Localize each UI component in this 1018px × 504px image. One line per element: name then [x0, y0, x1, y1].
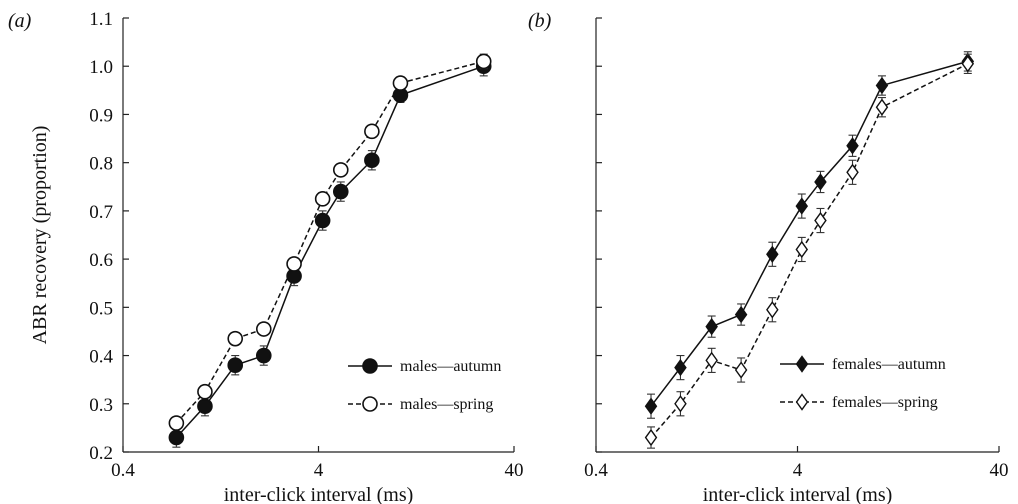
legend-label: females—autumn	[832, 356, 946, 373]
data-point	[227, 357, 244, 374]
x-tick-label: 4	[314, 460, 324, 481]
data-point	[644, 397, 658, 415]
legend-marker	[795, 393, 809, 411]
data-point	[286, 256, 302, 272]
y-tick-label: 0.6	[89, 250, 113, 271]
panel-label: (a)	[8, 10, 32, 32]
y-tick-label: 1.1	[89, 9, 113, 30]
y-tick-label: 0.7	[89, 202, 113, 223]
data-point	[875, 76, 889, 95]
legend-label: males—spring	[400, 396, 493, 413]
data-point	[314, 191, 331, 207]
y-tick-label: 1.0	[89, 57, 113, 78]
x-tick-label: 0.4	[584, 460, 608, 481]
data-point	[814, 173, 827, 191]
series-spring	[644, 53, 975, 449]
data-point	[875, 98, 889, 116]
data-point	[734, 305, 748, 324]
data-point	[644, 428, 658, 447]
data-point	[766, 245, 779, 263]
series-line	[650, 63, 969, 439]
x-axis-title: inter-click interval (ms)	[224, 484, 414, 504]
data-point	[364, 123, 380, 140]
data-point	[961, 55, 975, 73]
chart-panel-b: 0.4 4 40 inter-click interval (ms) (b) female…	[528, 10, 1009, 504]
series-spring	[168, 53, 492, 431]
data-point	[814, 211, 827, 230]
data-point	[255, 321, 272, 337]
panel-label: (b)	[528, 10, 552, 32]
data-point	[392, 75, 409, 91]
legend-marker	[795, 355, 809, 373]
data-point	[705, 317, 718, 336]
data-point	[846, 137, 859, 155]
x-tick-label: 4	[793, 460, 803, 481]
data-point	[332, 162, 349, 178]
legend-marker	[362, 396, 378, 412]
data-point	[168, 429, 185, 446]
legend-marker	[362, 358, 378, 374]
x-tick-label: 40	[505, 460, 524, 481]
data-point	[314, 212, 331, 229]
chart-panel-a: 0.2 0.3 0.4 0.5 0.6 0.7 0.8 0.9 1.0 1.1 0.4 4 40 inte…	[8, 9, 524, 504]
data-point	[734, 361, 748, 379]
y-tick-label: 0.2	[89, 443, 113, 464]
x-axis-title: inter-click interval (ms)	[703, 484, 893, 504]
data-point	[674, 395, 687, 413]
legend-label: males—autumn	[400, 358, 501, 375]
data-point	[795, 240, 809, 259]
x-tick-label: 40	[990, 460, 1009, 481]
data-point	[255, 347, 272, 364]
data-point	[766, 301, 779, 319]
y-tick-label: 0.4	[89, 347, 113, 368]
x-tick-label: 0.4	[111, 460, 135, 481]
data-point	[674, 358, 687, 377]
data-point	[197, 398, 213, 414]
y-tick-label: 0.8	[89, 154, 113, 175]
series-line	[175, 65, 484, 439]
series-line	[650, 60, 968, 407]
data-point	[168, 415, 185, 431]
data-point	[795, 197, 809, 215]
data-point	[705, 351, 718, 370]
data-point	[364, 152, 380, 169]
legend-label: females—spring	[832, 394, 938, 411]
y-tick-label: 0.9	[89, 105, 113, 126]
series-line	[175, 60, 484, 424]
data-point	[227, 330, 244, 347]
y-tick-label: 0.3	[89, 395, 113, 416]
data-point	[846, 163, 859, 182]
series-autumn	[644, 51, 975, 419]
y-tick-label: 0.5	[89, 298, 113, 319]
data-point	[332, 183, 349, 200]
y-axis-title: ABR recovery (proportion)	[29, 126, 51, 345]
data-point	[197, 383, 213, 400]
data-point	[475, 53, 492, 70]
series-autumn	[168, 56, 492, 448]
